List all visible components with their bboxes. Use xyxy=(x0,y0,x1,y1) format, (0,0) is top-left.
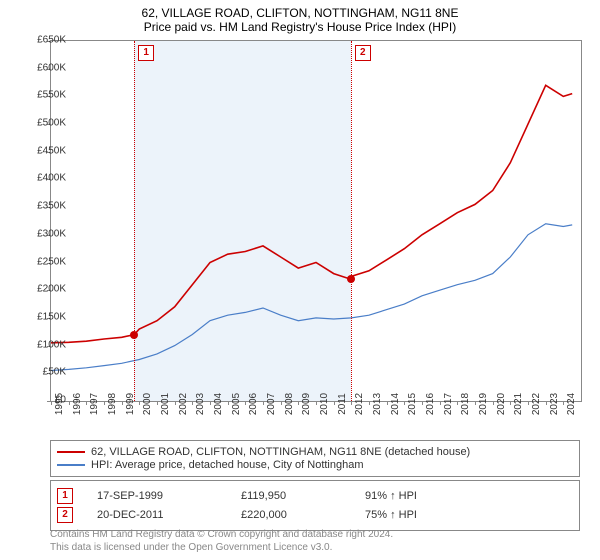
event-marker-icon: 1 xyxy=(57,488,73,504)
legend-item: 62, VILLAGE ROAD, CLIFTON, NOTTINGHAM, N… xyxy=(57,446,573,458)
x-tick-label: 2021 xyxy=(513,393,524,415)
y-tick-label: £550K xyxy=(20,90,66,101)
chart-container: 62, VILLAGE ROAD, CLIFTON, NOTTINGHAM, N… xyxy=(0,0,600,560)
event-marker-icon: 2 xyxy=(57,507,73,523)
event-price: £119,950 xyxy=(241,490,341,502)
x-tick-label: 2013 xyxy=(372,393,383,415)
event-line-1 xyxy=(134,41,135,401)
x-tick-label: 2018 xyxy=(460,393,471,415)
x-tick-label: 2022 xyxy=(531,393,542,415)
event-price: £220,000 xyxy=(241,509,341,521)
x-tick-label: 2023 xyxy=(549,393,560,415)
line-series-svg xyxy=(51,41,581,401)
y-tick-label: £150K xyxy=(20,311,66,322)
chart-subtitle: Price paid vs. HM Land Registry's House … xyxy=(0,20,600,38)
x-tick-label: 1999 xyxy=(125,393,136,415)
x-tick-label: 2015 xyxy=(407,393,418,415)
legend-item: HPI: Average price, detached house, City… xyxy=(57,459,573,471)
x-tick-label: 2011 xyxy=(337,393,348,415)
y-tick-label: £650K xyxy=(20,35,66,46)
footer-line-1: Contains HM Land Registry data © Crown c… xyxy=(50,528,393,541)
legend-swatch xyxy=(57,451,85,453)
legend-swatch xyxy=(57,464,85,466)
x-tick-label: 2024 xyxy=(566,393,577,415)
plot-area: 12 xyxy=(50,40,582,402)
series-hpi xyxy=(51,224,572,371)
footer-text: Contains HM Land Registry data © Crown c… xyxy=(50,528,393,554)
x-tick-label: 2016 xyxy=(425,393,436,415)
y-tick-label: £350K xyxy=(20,201,66,212)
y-tick-label: £50K xyxy=(20,367,66,378)
x-tick-label: 2007 xyxy=(266,393,277,415)
x-tick-label: 1996 xyxy=(72,393,83,415)
x-tick-label: 2017 xyxy=(443,393,454,415)
legend-box: 62, VILLAGE ROAD, CLIFTON, NOTTINGHAM, N… xyxy=(50,440,580,477)
x-tick-label: 2006 xyxy=(248,393,259,415)
y-tick-label: £600K xyxy=(20,62,66,73)
event-line-2 xyxy=(351,41,352,401)
x-tick-label: 1998 xyxy=(107,393,118,415)
x-tick-label: 1995 xyxy=(54,393,65,415)
x-tick-label: 2020 xyxy=(496,393,507,415)
x-tick-label: 2010 xyxy=(319,393,330,415)
event-pct: 75% ↑ HPI xyxy=(365,509,465,521)
y-tick-label: £300K xyxy=(20,228,66,239)
event-date: 17-SEP-1999 xyxy=(97,490,217,502)
event-date: 20-DEC-2011 xyxy=(97,509,217,521)
event-marker-2: 2 xyxy=(355,45,371,61)
legend-label: HPI: Average price, detached house, City… xyxy=(91,459,364,471)
x-tick-label: 2005 xyxy=(231,393,242,415)
x-tick-label: 2012 xyxy=(354,393,365,415)
x-tick-label: 2001 xyxy=(160,393,171,415)
x-tick-label: 2004 xyxy=(213,393,224,415)
y-tick-label: £200K xyxy=(20,284,66,295)
x-tick-label: 2002 xyxy=(178,393,189,415)
sale-marker-dot xyxy=(130,331,138,339)
y-tick-label: £250K xyxy=(20,256,66,267)
event-row-1: 1 17-SEP-1999 £119,950 91% ↑ HPI xyxy=(57,488,573,504)
x-tick-label: 2000 xyxy=(142,393,153,415)
event-row-2: 2 20-DEC-2011 £220,000 75% ↑ HPI xyxy=(57,507,573,523)
y-tick-label: £400K xyxy=(20,173,66,184)
event-pct: 91% ↑ HPI xyxy=(365,490,465,502)
chart-title: 62, VILLAGE ROAD, CLIFTON, NOTTINGHAM, N… xyxy=(0,0,600,20)
x-tick-label: 2009 xyxy=(301,393,312,415)
x-tick-label: 2003 xyxy=(195,393,206,415)
series-property xyxy=(51,85,572,343)
sales-events-box: 1 17-SEP-1999 £119,950 91% ↑ HPI 2 20-DEC-201… xyxy=(50,480,580,531)
footer-line-2: This data is licensed under the Open Gov… xyxy=(50,541,393,554)
y-tick-label: £100K xyxy=(20,339,66,350)
x-tick-label: 2014 xyxy=(390,393,401,415)
x-tick-label: 2019 xyxy=(478,393,489,415)
sale-marker-dot xyxy=(347,275,355,283)
y-tick-label: £500K xyxy=(20,118,66,129)
y-tick-label: £450K xyxy=(20,145,66,156)
legend-label: 62, VILLAGE ROAD, CLIFTON, NOTTINGHAM, N… xyxy=(91,446,470,458)
x-tick-label: 2008 xyxy=(284,393,295,415)
event-marker-1: 1 xyxy=(138,45,154,61)
x-tick-label: 1997 xyxy=(89,393,100,415)
